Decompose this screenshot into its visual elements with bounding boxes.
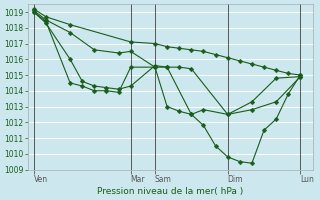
X-axis label: Pression niveau de la mer( hPa ): Pression niveau de la mer( hPa ) — [97, 187, 243, 196]
